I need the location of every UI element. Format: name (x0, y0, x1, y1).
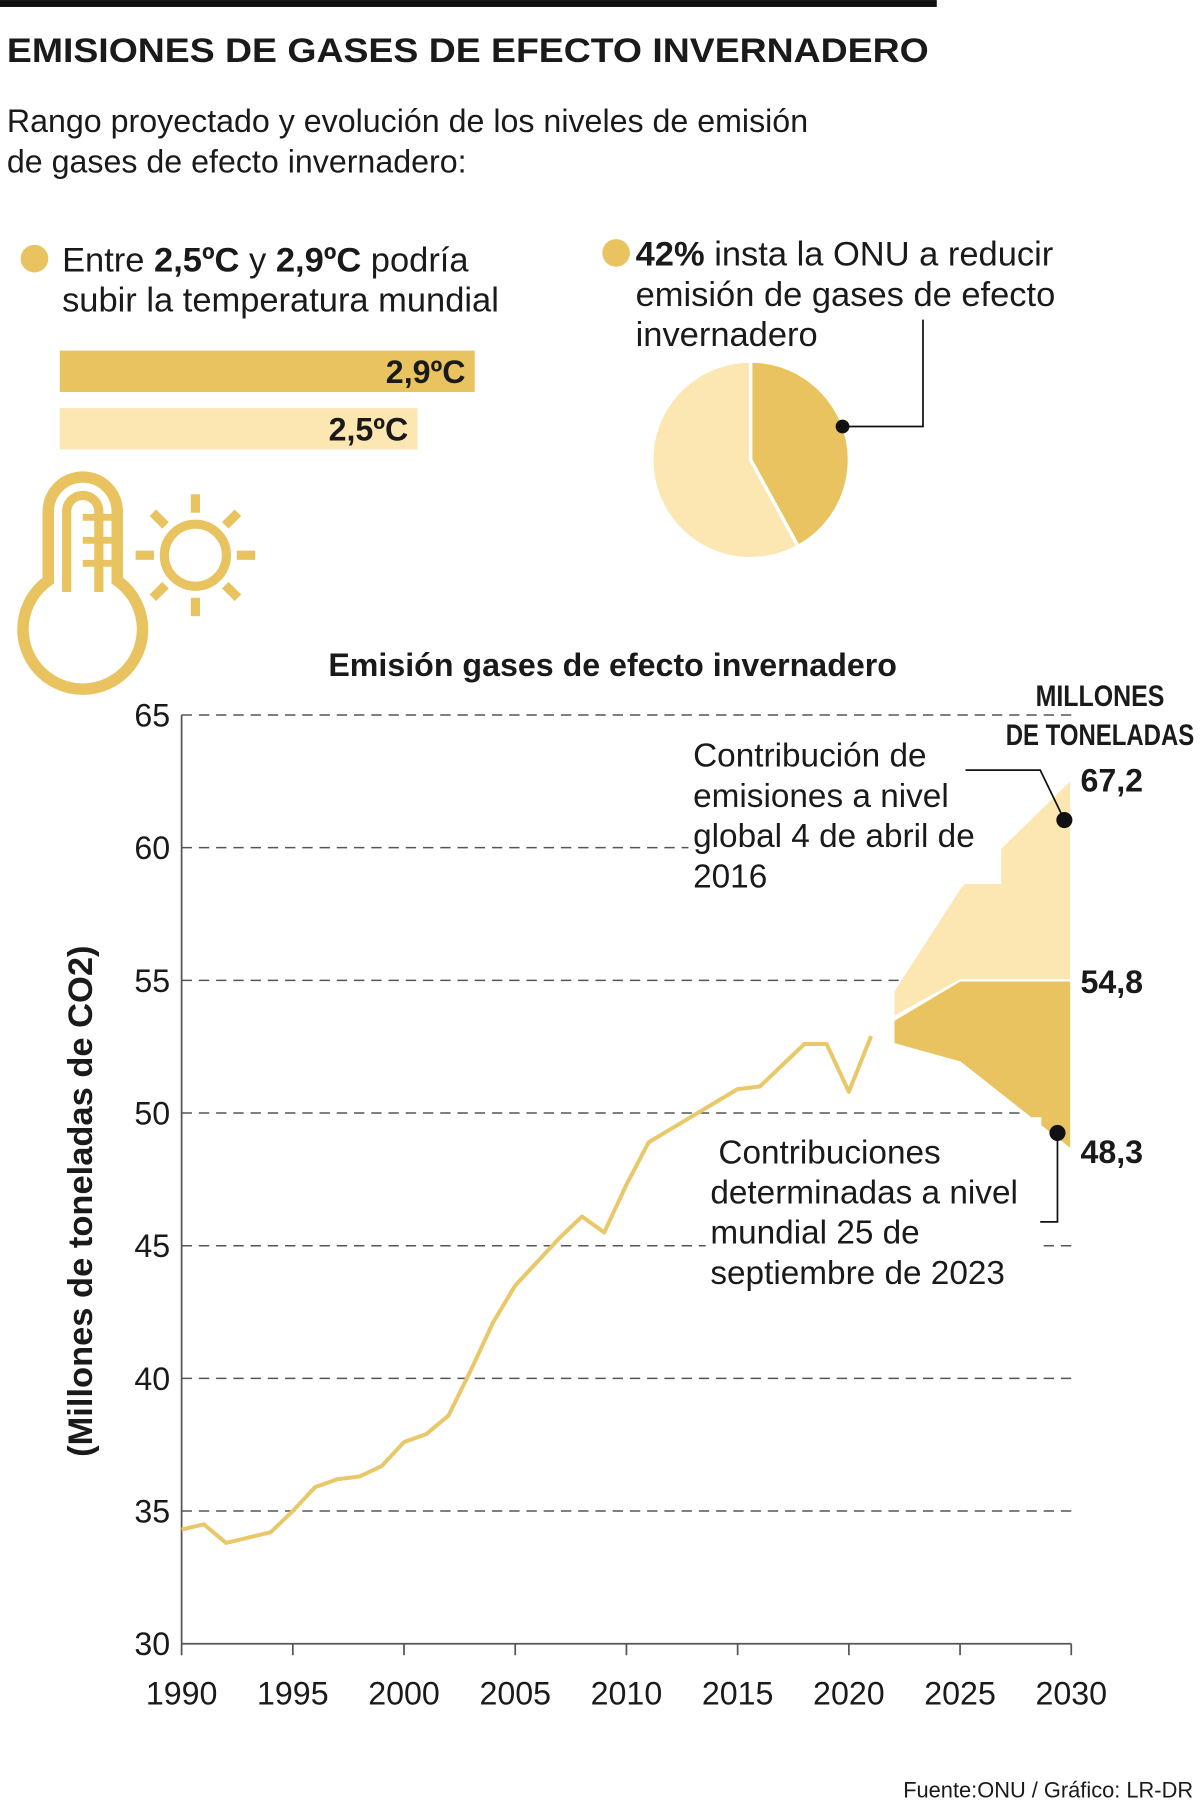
pie-slice (650, 359, 801, 561)
annotation: Contribución de (693, 738, 926, 775)
annotation-bg (705, 1117, 1042, 1281)
y-tick-label: 40 (134, 1361, 170, 1397)
x-tick-label: 1990 (146, 1676, 218, 1712)
leader-line (1040, 1132, 1059, 1223)
text-part: 2,5ºC (154, 241, 239, 279)
bar (59, 350, 475, 393)
y-tick-label: 30 (134, 1626, 170, 1662)
chart-title: Emisión gases de efecto invernadero (328, 647, 897, 683)
x-tick-label: 2015 (702, 1676, 774, 1712)
leader-dot (1056, 812, 1073, 829)
legend-text: Entre 2,5ºC y 2,9ºC podría (62, 241, 469, 279)
legend-text: 42% insta la ONU a reducir (636, 236, 1054, 274)
unit-label: DE TONELADAS (1006, 719, 1195, 752)
projection-band (892, 979, 1073, 1153)
annotation: emisiones a nivel (693, 778, 949, 815)
title: EMISIONES DE GASES DE EFECTO INVERNADERO (7, 32, 929, 70)
x-tick-label: 2010 (591, 1676, 663, 1712)
subtitle: Rango proyectado y evolución de los nive… (7, 103, 808, 139)
leader-dot (1049, 1124, 1066, 1141)
y-tick-label: 65 (134, 697, 170, 733)
annotation: septiembre de 2023 (710, 1255, 1005, 1292)
bullet (602, 239, 630, 267)
leader-line (842, 319, 924, 428)
annotation-bg (688, 720, 1002, 884)
unit-label: MILLONES (1036, 680, 1165, 713)
text-part: 2,9ºC (276, 241, 361, 279)
x-tick-label: 2000 (368, 1676, 440, 1712)
text-part: insta la ONU a reducir (705, 236, 1054, 274)
text-part: 42% (636, 236, 705, 274)
top-rule (0, 0, 937, 7)
end-value-label: 54,8 (1080, 964, 1143, 1000)
x-tick-label: 2025 (924, 1676, 996, 1712)
sun-icon (135, 494, 256, 617)
annotation: Contribuciones (718, 1134, 940, 1171)
pie-slice (748, 359, 852, 549)
x-tick-label: 2020 (813, 1676, 885, 1712)
annotation: determinadas a nivel (710, 1175, 1018, 1212)
annotation: global 4 de abril de (693, 818, 975, 855)
y-tick-label: 50 (134, 1096, 170, 1132)
bar-label: 2,9ºC (386, 354, 466, 390)
text-part: Entre (62, 241, 154, 279)
emissions-line (181, 1035, 873, 1545)
text-part: emisión de gases de efecto (636, 276, 1056, 314)
end-value-label: 48,3 (1080, 1134, 1143, 1170)
x-tick-label: 2030 (1035, 1676, 1107, 1712)
leader-dot (835, 419, 850, 434)
legend-text: invernadero (636, 316, 818, 354)
text-part: subir la temperatura mundial (62, 282, 499, 320)
end-value-label: 67,2 (1080, 762, 1143, 798)
text-part: podría (361, 241, 469, 279)
y-tick-label: 60 (134, 830, 170, 866)
leader-line (965, 769, 1066, 821)
bar (59, 408, 418, 450)
x-tick-label: 1995 (257, 1676, 329, 1712)
y-axis-label: (Millones de toneladas de CO2) (62, 946, 100, 1457)
legend-text: subir la temperatura mundial (62, 282, 499, 320)
annotation: mundial 25 de (710, 1215, 919, 1252)
x-tick-label: 2005 (479, 1676, 551, 1712)
text-part: y (239, 241, 275, 279)
bullet (20, 244, 49, 273)
thermometer-icon (17, 471, 149, 695)
y-tick-label: 35 (134, 1494, 170, 1530)
y-tick-label: 45 (134, 1228, 170, 1264)
legend-text: emisión de gases de efecto (636, 276, 1056, 314)
y-tick-label: 55 (134, 963, 170, 999)
text-part: invernadero (636, 316, 818, 354)
annotation: 2016 (693, 858, 767, 895)
bar-label: 2,5ºC (329, 411, 409, 447)
source: Fuente:ONU / Gráfico: LR-DR (903, 1778, 1193, 1803)
subtitle: de gases de efecto invernadero: (7, 143, 467, 179)
